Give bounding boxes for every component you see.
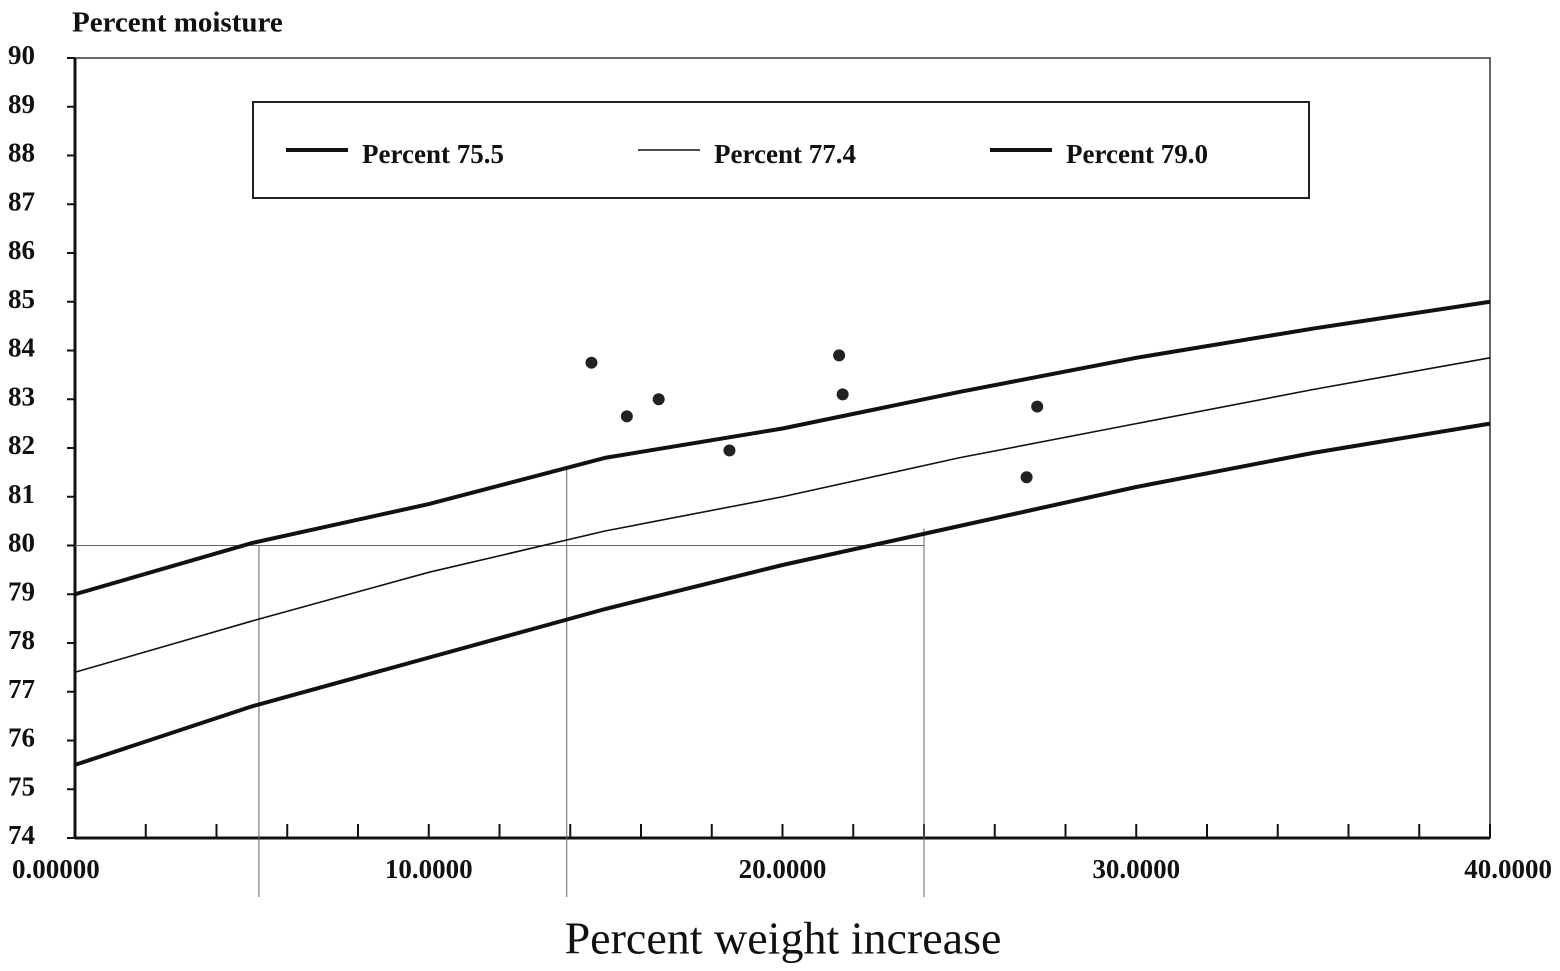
legend-label: Percent 77.4 bbox=[714, 139, 856, 169]
y-tick-label: 77 bbox=[8, 674, 35, 704]
y-tick-label: 84 bbox=[8, 333, 35, 363]
y-tick-label: 89 bbox=[8, 89, 35, 119]
data-point bbox=[585, 356, 598, 369]
y-tick-label: 78 bbox=[8, 625, 35, 655]
y-tick-label: 90 bbox=[8, 40, 35, 70]
data-point bbox=[723, 444, 736, 457]
series-line bbox=[74, 421, 1491, 767]
y-tick-label: 86 bbox=[8, 235, 35, 265]
y-tick-label: 80 bbox=[8, 528, 35, 558]
data-point bbox=[836, 388, 849, 401]
y-tick-label: 88 bbox=[8, 138, 35, 168]
y-axis-title: Percent moisture bbox=[72, 7, 283, 39]
data-point bbox=[833, 349, 846, 362]
x-tick-label: 20.0000 bbox=[739, 854, 827, 884]
y-tick-label: 79 bbox=[8, 576, 35, 606]
x-tick-label: 40.0000 bbox=[1464, 854, 1552, 884]
y-tick-label: 85 bbox=[8, 284, 35, 314]
y-tick-label: 81 bbox=[8, 479, 35, 509]
y-tick-label: 75 bbox=[8, 771, 35, 801]
y-tick-label: 74 bbox=[8, 820, 35, 850]
y-tick-label: 83 bbox=[8, 381, 35, 411]
legend-box bbox=[252, 101, 1310, 199]
data-point bbox=[620, 410, 633, 423]
y-tick-label: 76 bbox=[8, 723, 35, 753]
data-point bbox=[652, 393, 665, 406]
x-tick-label: 30.0000 bbox=[1092, 854, 1180, 884]
x-tick-label: 10.0000 bbox=[385, 854, 473, 884]
y-tick-label: 82 bbox=[8, 430, 35, 460]
legend-label: Percent 75.5 bbox=[362, 139, 504, 169]
data-point bbox=[1031, 400, 1044, 413]
legend-label: Percent 79.0 bbox=[1066, 139, 1208, 169]
y-tick-label: 87 bbox=[8, 186, 35, 216]
data-point bbox=[1020, 471, 1033, 484]
series-line bbox=[74, 299, 1491, 597]
x-tick-label: 0.00000 bbox=[12, 854, 100, 884]
series-line bbox=[74, 357, 1491, 674]
x-axis-title: Percent weight increase bbox=[565, 913, 1002, 964]
